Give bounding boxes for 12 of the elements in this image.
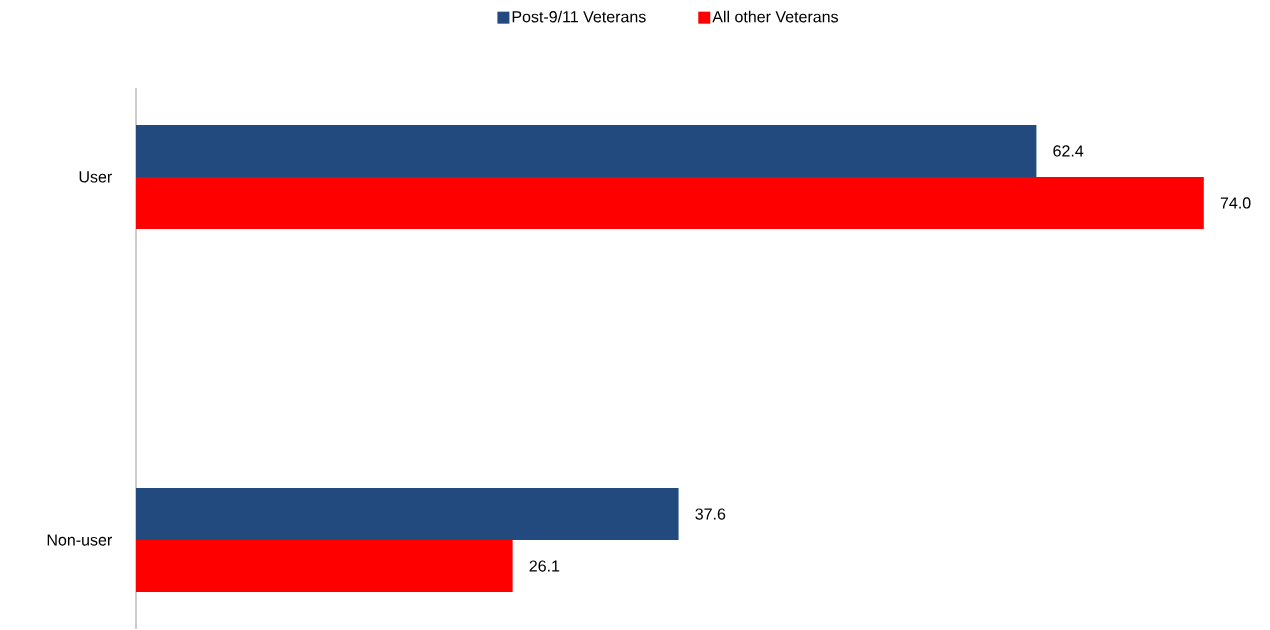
data-label: 37.6: [695, 508, 726, 520]
bar: [136, 540, 513, 593]
y-tick-label: User: [79, 171, 112, 183]
data-label: 62.4: [1053, 145, 1084, 157]
data-label: 26.1: [529, 560, 560, 572]
bar: [136, 177, 1204, 230]
bar: [136, 125, 1037, 178]
legend-label: All other Veterans: [712, 10, 838, 23]
legend-label: Post-9/11 Veterans: [512, 10, 646, 23]
y-tick-label: Non-user: [47, 534, 112, 546]
bar: [136, 488, 679, 541]
data-label: 74.0: [1220, 197, 1251, 209]
